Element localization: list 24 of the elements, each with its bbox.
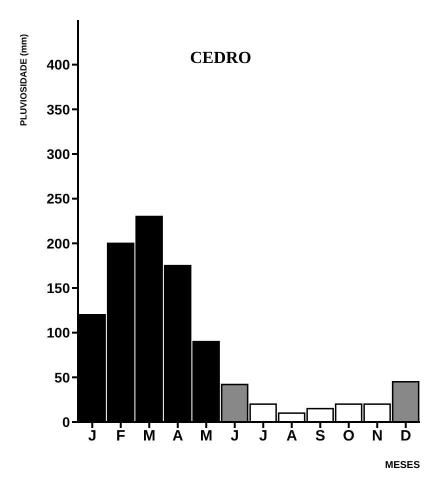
y-tick-label: 150 (46, 280, 70, 296)
y-tick-label: 100 (46, 324, 70, 341)
x-tick-label: J (259, 428, 268, 445)
x-tick-label: S (315, 428, 326, 445)
x-tick-label: O (342, 428, 355, 445)
x-axis-title: MESES (384, 460, 420, 471)
x-tick-label: D (400, 428, 412, 445)
y-tick-label: 250 (46, 190, 70, 207)
y-tick-label: 0 (62, 414, 70, 430)
x-tick-label: J (230, 428, 239, 445)
y-tick-label: 50 (54, 369, 70, 386)
y-tick-label: 400 (46, 56, 70, 73)
x-tick-label: A (172, 428, 184, 445)
y-tick-label: 200 (46, 235, 70, 252)
y-axis-title: PLUVIOSIDADE (mm) (18, 34, 28, 126)
x-tick-label: M (143, 428, 156, 445)
x-tick-label: N (372, 428, 383, 445)
text: CEDRO (190, 48, 252, 68)
y-tick-label: 350 (46, 101, 70, 118)
x-tick-label: A (286, 428, 298, 445)
y-tick-label: 300 (46, 146, 70, 162)
x-tick-label: J (88, 428, 96, 445)
x-tick-label: M (200, 428, 212, 445)
x-tick-label: F (116, 428, 126, 445)
